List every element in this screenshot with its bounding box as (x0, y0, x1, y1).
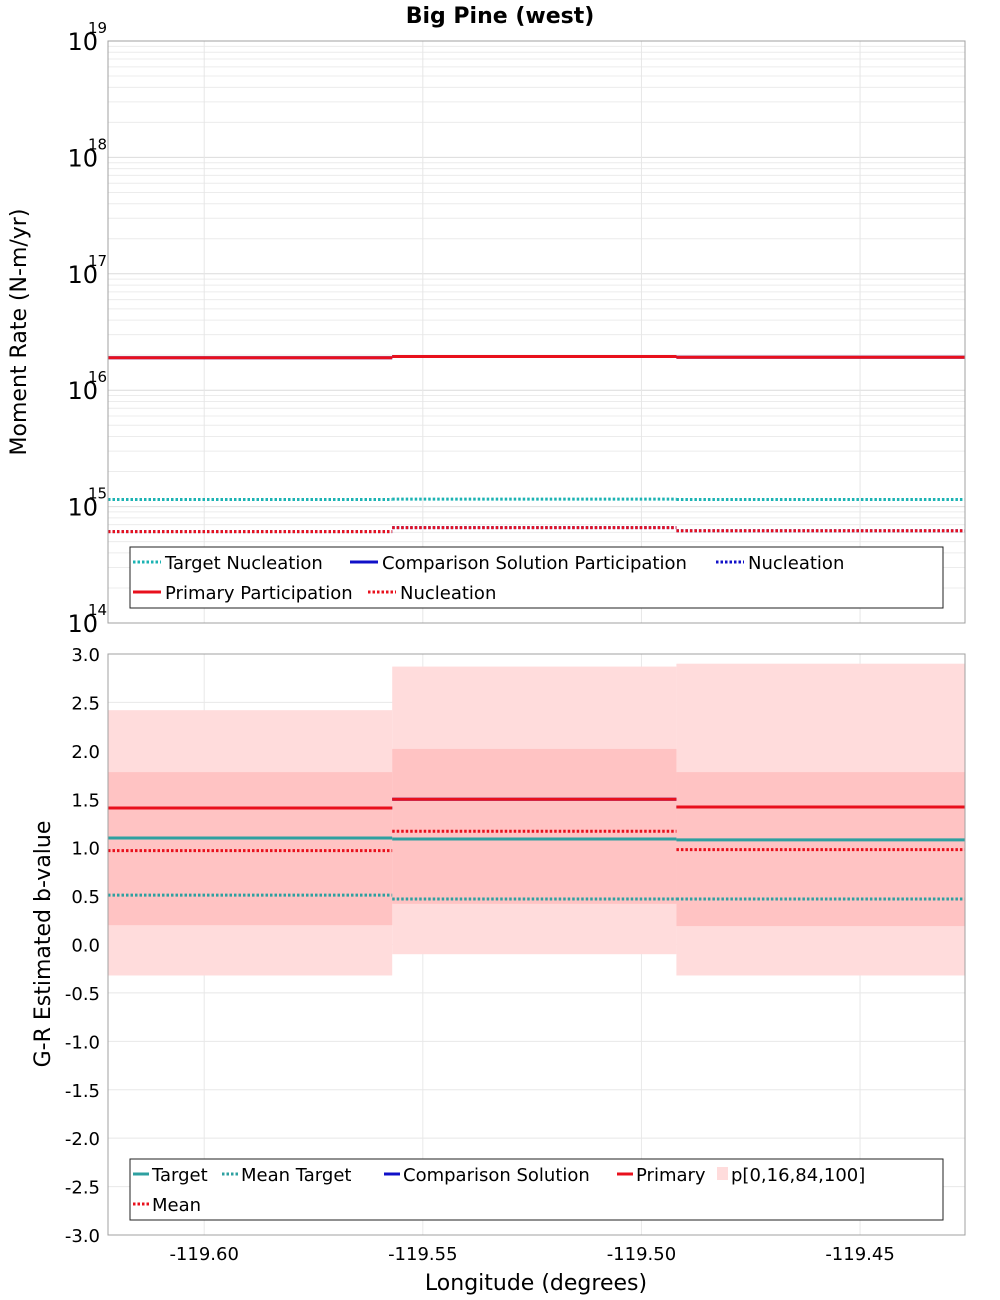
legend-item-bottom: p[0,16,84,100] (717, 1165, 865, 1186)
legend-item-bottom: Comparison Solution (384, 1165, 590, 1186)
x-tick-bottom: -119.55 (388, 1244, 457, 1265)
grid-top (108, 41, 965, 624)
y-tick-bottom: 2.0 (71, 742, 100, 763)
percentile-bands (108, 663, 965, 976)
legend-label: Target (151, 1165, 208, 1186)
y-tick-bottom: -2.0 (65, 1129, 100, 1150)
legend-item-bottom: Mean Target (222, 1165, 351, 1186)
legend-label: Primary Participation (165, 583, 353, 604)
y-tick-exp: 18 (88, 135, 107, 153)
x-tick-bottom: -119.60 (169, 1244, 238, 1265)
y-tick-base: 10 (67, 610, 98, 638)
y-axis-label-bottom: G-R Estimated b-value (31, 821, 56, 1068)
legend-item-bottom: Target (133, 1165, 208, 1186)
series-top-3 (108, 354, 965, 360)
y-tick-bottom: 3.0 (71, 645, 100, 666)
y-tick-bottom: 1.5 (71, 790, 100, 811)
plot-frame-bottom (107, 653, 966, 1236)
band-inner (108, 772, 393, 926)
legend-box-top (129, 546, 944, 609)
plot-frame-top (107, 40, 966, 624)
y-tick-exp: 16 (88, 368, 107, 386)
x-axis-label: Longitude (degrees) (425, 1271, 647, 1296)
y-tick-exp: 19 (88, 19, 107, 37)
legend-item-bottom: Primary (617, 1165, 706, 1186)
y-tick-bottom: -2.5 (65, 1178, 100, 1199)
legend-label: Comparison Solution Participation (382, 553, 687, 574)
y-tick-base: 10 (67, 28, 98, 56)
legend-item-top: Comparison Solution Participation (350, 553, 687, 574)
y-tick-bottom: -1.5 (65, 1081, 100, 1102)
y-tick-exp: 17 (88, 252, 107, 270)
b-value-panel: -3.0 -2.5 -2.0 -1.5 -1.0 -0.5 0.0 0.5 1.0 1.5 2.0 2… (65, 645, 966, 1265)
legend-label: Comparison Solution (403, 1165, 590, 1186)
y-tick-base: 10 (67, 144, 98, 172)
legend-item-top: Primary Participation (133, 583, 353, 604)
series-bottom-0 (108, 836, 965, 842)
legend-item-top: Nucleation (716, 553, 844, 574)
legend-label: Nucleation (400, 583, 496, 604)
series-bottom-3 (108, 797, 965, 810)
y-tick-bottom: -0.5 (65, 984, 100, 1005)
legend-top: Target Nucleation Comparison Solution Par… (129, 546, 944, 609)
legend-item-top: Target Nucleation (133, 553, 323, 574)
legend-label: Mean (152, 1195, 201, 1216)
band-inner (392, 748, 677, 904)
y-tick-bottom: -1.0 (65, 1032, 100, 1053)
y-tick-bottom: -3.0 (65, 1226, 100, 1247)
chart-title: Big Pine (west) (406, 4, 595, 29)
y-tick-base: 10 (67, 377, 98, 405)
y-tick-bottom: 2.5 (71, 693, 100, 714)
x-tick-bottom: -119.45 (825, 1244, 894, 1265)
legend-item-top: Nucleation (368, 583, 496, 604)
legend-item-bottom: Mean (133, 1195, 201, 1216)
legend-box-bottom (129, 1158, 944, 1221)
y-tick-exp: 15 (88, 485, 107, 503)
legend-bottom: Target Mean Target Comparison Solution Prim… (129, 1158, 944, 1221)
plot-area-top (108, 41, 965, 623)
legend-label: Target Nucleation (164, 553, 323, 574)
y-tick-exp: 14 (88, 601, 107, 619)
series-bottom-1 (108, 893, 965, 901)
y-tick-base: 10 (67, 494, 98, 522)
legend-label: p[0,16,84,100] (731, 1165, 865, 1186)
series-bottom-4 (108, 829, 965, 853)
legend-label: Nucleation (748, 553, 844, 574)
y-tick-bottom: 0.0 (71, 936, 100, 957)
legend-swatch-band (717, 1167, 728, 1180)
y-tick-bottom: 1.0 (71, 839, 100, 860)
x-tick-bottom: -119.50 (607, 1244, 676, 1265)
y-tick-base: 10 (67, 261, 98, 289)
y-tick-bottom: 0.5 (71, 887, 100, 908)
y-axis-label-top: Moment Rate (N-m/yr) (7, 209, 32, 456)
legend-label: Primary (636, 1165, 706, 1186)
legend-label: Mean Target (241, 1165, 351, 1186)
series-top-4 (108, 526, 965, 534)
